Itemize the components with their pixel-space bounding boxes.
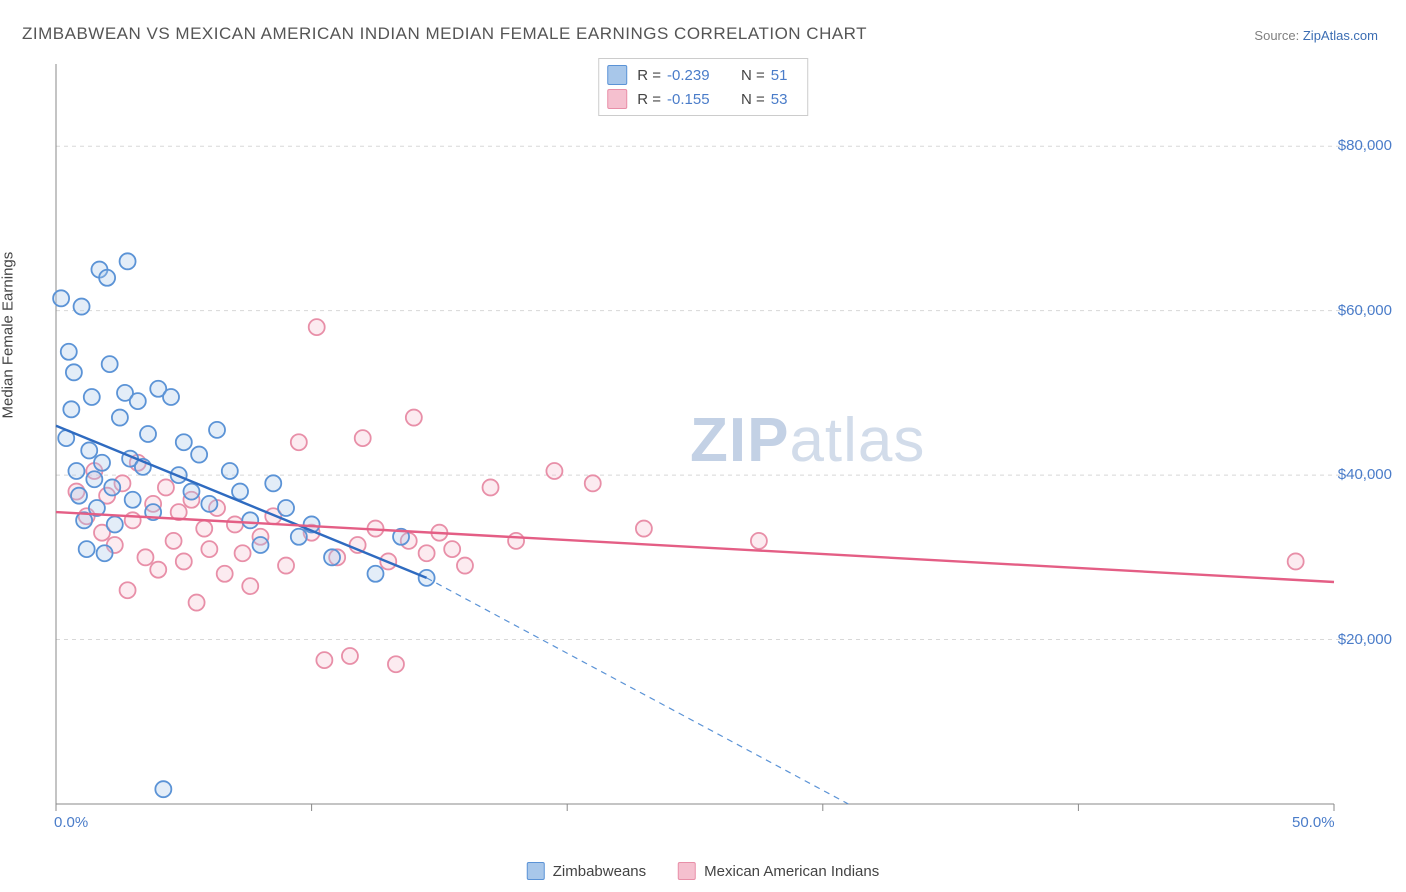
legend-item-mexican: Mexican American Indians	[678, 862, 879, 880]
legend-label-mexican: Mexican American Indians	[704, 863, 879, 880]
r-value-mexican: -0.155	[667, 91, 727, 108]
y-tick-label: $40,000	[1338, 466, 1392, 483]
n-label: N =	[741, 67, 765, 84]
source-attribution: Source: ZipAtlas.com	[1254, 28, 1378, 43]
y-tick-label: $60,000	[1338, 302, 1392, 319]
swatch-zimbabweans	[607, 65, 627, 85]
y-axis-label: Median Female Earnings	[0, 252, 17, 419]
legend-swatch-mexican	[678, 862, 696, 880]
x-tick-label: 50.0%	[1292, 814, 1335, 831]
r-label: R =	[637, 91, 661, 108]
source-link[interactable]: ZipAtlas.com	[1303, 28, 1378, 43]
swatch-mexican	[607, 89, 627, 109]
legend-label-zimbabweans: Zimbabweans	[553, 863, 646, 880]
scatter-chart	[52, 54, 1374, 824]
n-value-mexican: 53	[771, 91, 799, 108]
source-label: Source:	[1254, 28, 1299, 43]
r-value-zimbabweans: -0.239	[667, 67, 727, 84]
n-value-zimbabweans: 51	[771, 67, 799, 84]
r-label: R =	[637, 67, 661, 84]
correlation-stats-box: R = -0.239 N = 51 R = -0.155 N = 53	[598, 58, 808, 116]
y-tick-label: $20,000	[1338, 631, 1392, 648]
n-label: N =	[741, 91, 765, 108]
stats-row-mexican: R = -0.155 N = 53	[607, 87, 799, 111]
stats-row-zimbabweans: R = -0.239 N = 51	[607, 63, 799, 87]
legend: Zimbabweans Mexican American Indians	[527, 862, 879, 880]
y-tick-label: $80,000	[1338, 137, 1392, 154]
chart-title: ZIMBABWEAN VS MEXICAN AMERICAN INDIAN ME…	[22, 24, 867, 44]
legend-item-zimbabweans: Zimbabweans	[527, 862, 646, 880]
x-tick-label: 0.0%	[54, 814, 88, 831]
legend-swatch-zimbabweans	[527, 862, 545, 880]
